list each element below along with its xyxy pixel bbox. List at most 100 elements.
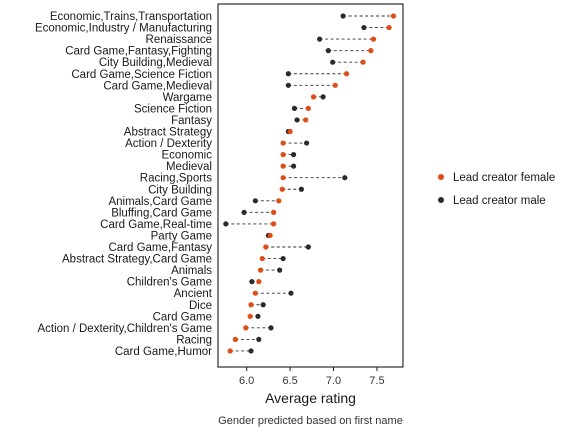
female-point bbox=[287, 128, 293, 135]
category-labels: Economic,Trains,TransportationEconomic,I… bbox=[35, 11, 213, 358]
male-point bbox=[280, 255, 286, 262]
female-point bbox=[368, 48, 374, 54]
category-label: City Building,Medieval bbox=[99, 57, 212, 69]
female-point bbox=[280, 152, 286, 158]
male-point bbox=[256, 336, 262, 342]
category-label: Economic,Trains,Transportation bbox=[50, 11, 212, 23]
male-point bbox=[249, 279, 255, 285]
male-point bbox=[223, 221, 229, 227]
male-point bbox=[268, 325, 274, 331]
male-point bbox=[290, 163, 297, 169]
female-point bbox=[252, 290, 258, 296]
male-point bbox=[325, 48, 331, 54]
female-point bbox=[280, 163, 286, 169]
male-point bbox=[288, 290, 294, 296]
female-point bbox=[303, 117, 309, 123]
category-label: Abstract Strategy bbox=[124, 127, 212, 139]
x-tick-label: 6.5 bbox=[282, 375, 297, 387]
legend-label-female: Lead creator female bbox=[453, 172, 555, 184]
female-point bbox=[343, 71, 350, 77]
x-axis-title: Average rating bbox=[265, 390, 356, 406]
male-point bbox=[290, 152, 297, 158]
male-point bbox=[305, 244, 311, 250]
male-point bbox=[294, 117, 300, 123]
legend-label-male: Lead creator male bbox=[453, 195, 546, 207]
category-label: Children's Game bbox=[127, 277, 212, 289]
legend-marker-female bbox=[438, 174, 444, 180]
category-label: Science Fiction bbox=[134, 103, 212, 115]
male-point bbox=[241, 209, 247, 215]
female-point bbox=[310, 94, 317, 100]
chart-caption: Gender predicted based on first name bbox=[218, 415, 403, 427]
male-point bbox=[330, 59, 336, 65]
female-points bbox=[227, 13, 397, 354]
female-point bbox=[263, 244, 269, 250]
x-tick-label: 7.5 bbox=[369, 375, 384, 387]
male-point bbox=[291, 105, 298, 111]
category-label: Ancient bbox=[174, 288, 213, 300]
female-point bbox=[232, 336, 238, 342]
male-point bbox=[248, 348, 254, 354]
female-point bbox=[386, 24, 392, 31]
category-label: Action / Dexterity bbox=[125, 138, 212, 150]
category-label: Animals bbox=[171, 265, 212, 277]
female-point bbox=[259, 255, 265, 262]
category-label: Racing,Sports bbox=[140, 173, 212, 185]
category-label: Card Game bbox=[153, 311, 212, 323]
category-label: Card Game,Science Fiction bbox=[71, 69, 212, 81]
category-label: Card Game,Real-time bbox=[100, 219, 212, 231]
female-point bbox=[248, 302, 254, 308]
x-axis-ticks: 6.0 6.5 7.0 7.5 bbox=[239, 367, 385, 387]
male-point bbox=[340, 13, 346, 19]
female-point bbox=[280, 140, 286, 146]
category-label: Racing bbox=[176, 334, 212, 346]
male-point bbox=[252, 198, 258, 204]
female-point bbox=[370, 36, 377, 42]
female-point bbox=[280, 175, 286, 181]
male-point bbox=[361, 24, 367, 31]
female-point bbox=[270, 209, 277, 215]
category-label: Dice bbox=[189, 300, 212, 312]
male-point bbox=[255, 313, 261, 319]
male-point bbox=[298, 186, 304, 192]
male-point bbox=[285, 71, 291, 77]
female-point bbox=[390, 13, 397, 19]
female-point bbox=[276, 198, 282, 204]
category-label: Card Game,Fantasy,Fighting bbox=[65, 46, 212, 58]
legend-marker-male bbox=[438, 197, 444, 203]
category-label: Renaissance bbox=[146, 34, 212, 46]
category-label: Animals,Card Game bbox=[108, 196, 212, 208]
category-label: Abstract Strategy,Card Game bbox=[62, 254, 212, 266]
female-point bbox=[270, 221, 277, 227]
female-point bbox=[227, 348, 233, 354]
category-label: Card Game,Medieval bbox=[103, 80, 212, 92]
female-point bbox=[279, 186, 285, 192]
female-point bbox=[247, 313, 253, 319]
male-point bbox=[303, 140, 310, 146]
female-point bbox=[305, 105, 311, 111]
female-point bbox=[256, 279, 262, 285]
male-point bbox=[320, 94, 326, 100]
category-label: Card Game,Humor bbox=[115, 346, 212, 358]
male-point bbox=[260, 302, 266, 308]
x-tick-label: 7.0 bbox=[326, 375, 341, 387]
category-label: Economic bbox=[162, 150, 213, 162]
male-point bbox=[317, 36, 323, 42]
male-point bbox=[277, 267, 283, 273]
category-label: Economic,Industry / Manufacturing bbox=[35, 23, 212, 35]
x-tick-label: 6.0 bbox=[239, 375, 254, 387]
male-points bbox=[223, 13, 367, 354]
female-point bbox=[243, 325, 249, 331]
male-point bbox=[285, 82, 291, 88]
female-point bbox=[257, 267, 264, 273]
category-label: Bluffing,Card Game bbox=[111, 207, 212, 219]
legend: Lead creator female Lead creator male bbox=[438, 172, 555, 207]
category-label: Action / Dexterity,Children's Game bbox=[37, 323, 212, 335]
category-label: City Building bbox=[148, 184, 212, 196]
plot-panel bbox=[217, 3, 404, 368]
category-label: Fantasy bbox=[171, 115, 212, 127]
category-label: Medieval bbox=[166, 161, 212, 173]
category-label: Party Game bbox=[151, 230, 212, 242]
female-point bbox=[332, 82, 338, 88]
